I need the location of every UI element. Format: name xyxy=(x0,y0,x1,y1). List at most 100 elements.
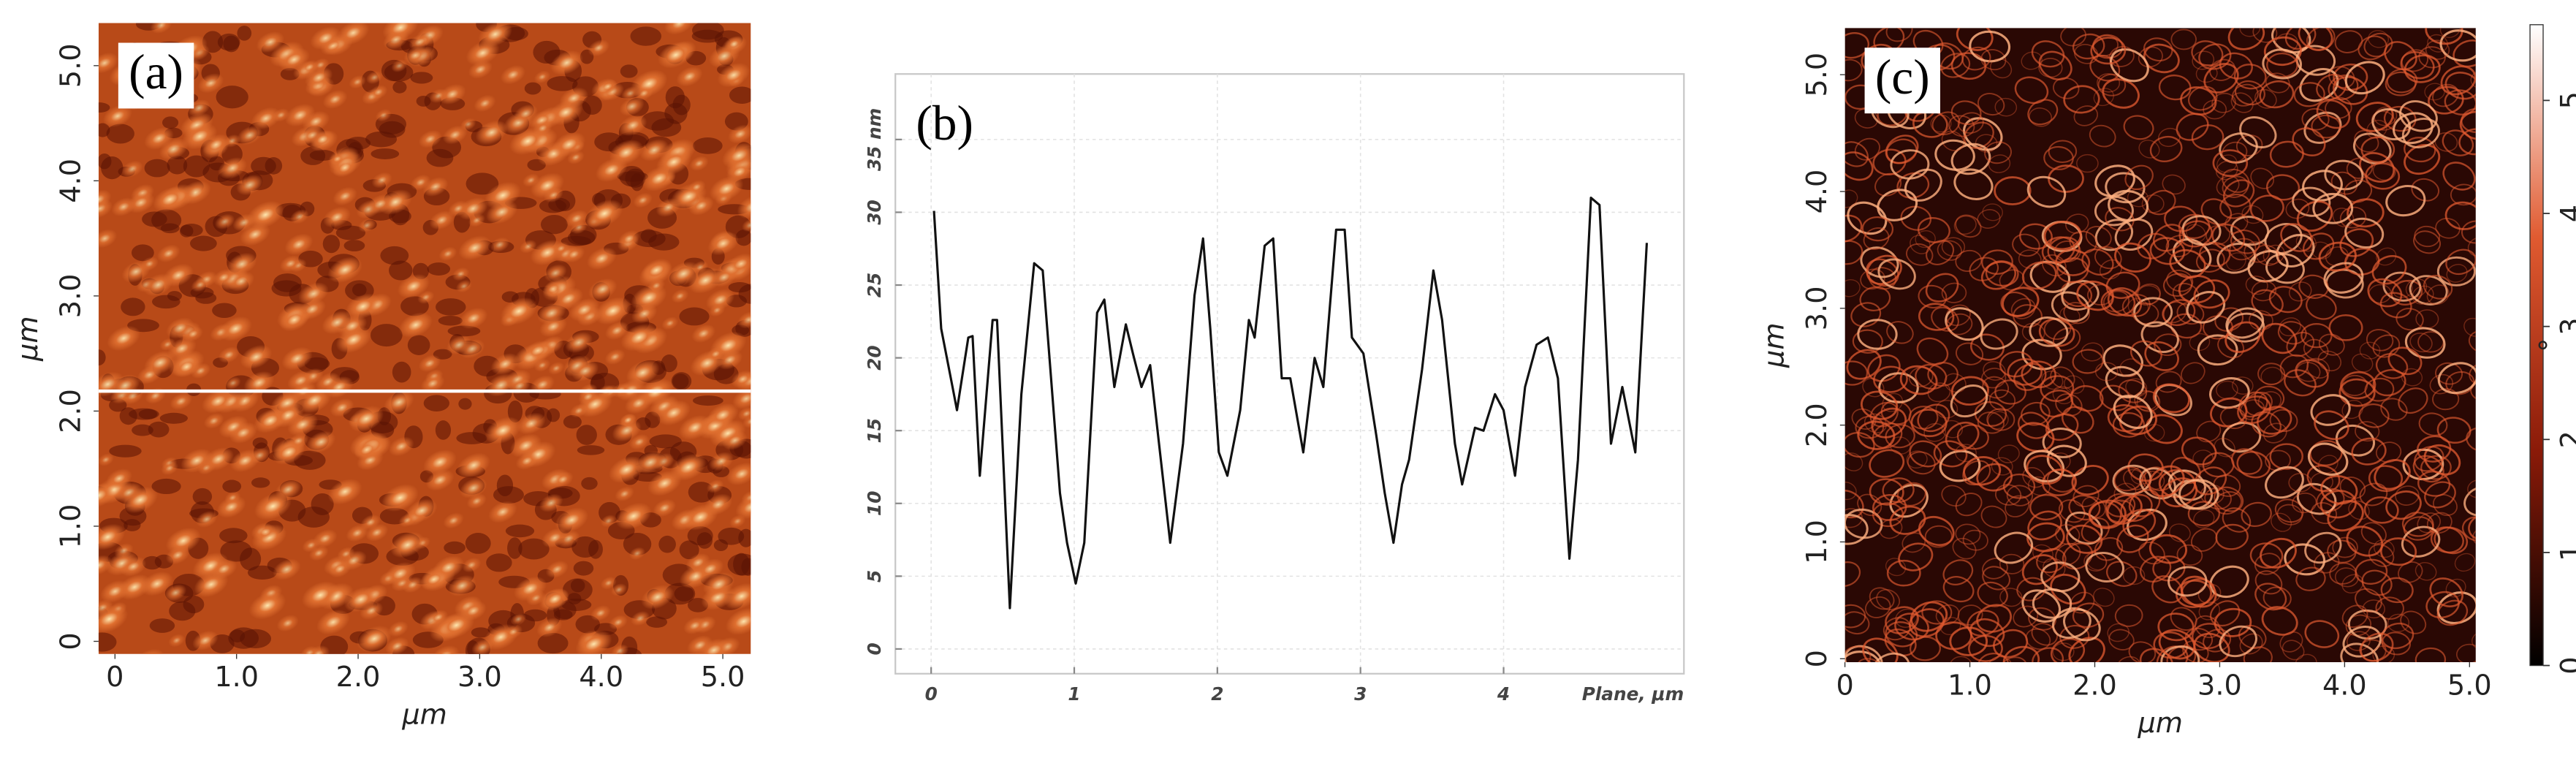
grain xyxy=(635,450,666,474)
grain xyxy=(311,130,335,148)
y-tick-label: 30 xyxy=(864,200,885,224)
grain xyxy=(410,174,431,191)
cell-wall xyxy=(2190,528,2218,552)
cell-wall xyxy=(2214,491,2242,515)
cell-wall xyxy=(2152,224,2185,252)
cell-wall xyxy=(2436,417,2471,444)
grain xyxy=(182,123,218,150)
cell-wall xyxy=(2059,306,2081,325)
grain xyxy=(536,618,563,638)
cell-wall xyxy=(2371,108,2412,140)
x-tick-label: 1.0 xyxy=(214,661,259,694)
cell-wall xyxy=(2404,327,2446,359)
grain xyxy=(466,493,487,509)
grain xyxy=(247,200,284,229)
cell-wall xyxy=(2237,395,2271,425)
cell-wall xyxy=(2437,362,2476,395)
dark-pit xyxy=(271,280,302,297)
dark-pit xyxy=(576,425,597,445)
cell-wall xyxy=(2002,645,2040,663)
grain xyxy=(552,471,574,488)
cell-wall xyxy=(1918,303,1955,331)
y-tick-label: 0 xyxy=(1801,650,1834,667)
grain xyxy=(365,523,389,542)
grain xyxy=(460,601,487,621)
cell-wall xyxy=(2312,192,2354,224)
cell-wall xyxy=(1950,52,1987,80)
cell-wall xyxy=(1957,112,1984,134)
cell-wall xyxy=(2198,601,2221,621)
cell-wall xyxy=(1970,333,2005,361)
cell-wall xyxy=(2360,136,2395,163)
cell-wall xyxy=(1982,557,2008,580)
cell-wall xyxy=(1844,508,1863,528)
cell-wall xyxy=(1977,581,2008,607)
grain xyxy=(360,602,384,620)
dark-pit xyxy=(693,137,723,154)
cell-wall xyxy=(2181,362,2205,384)
cell-wall xyxy=(1869,401,1899,428)
grain xyxy=(500,65,526,85)
cell-wall xyxy=(2076,280,2114,311)
cell-wall xyxy=(2262,48,2303,80)
cell-wall xyxy=(2231,448,2262,475)
grain xyxy=(216,496,246,518)
cell-wall xyxy=(2426,512,2452,534)
cell-wall xyxy=(2269,140,2304,168)
dark-pit xyxy=(661,354,677,373)
grain xyxy=(585,200,623,228)
cell-wall xyxy=(1917,217,1950,243)
dark-pit xyxy=(713,539,729,551)
dark-pit xyxy=(335,225,366,240)
grain xyxy=(474,94,496,113)
grain xyxy=(385,637,409,654)
cell-wall xyxy=(1879,518,1903,539)
cell-wall xyxy=(1950,100,1982,126)
colorbar-tick-label: 0 xyxy=(2556,656,2576,674)
grain xyxy=(397,273,430,299)
grain xyxy=(728,124,751,144)
dark-pit xyxy=(192,487,213,505)
dark-pit xyxy=(380,246,409,265)
cell-wall xyxy=(2021,51,2043,70)
dark-pit xyxy=(563,578,593,602)
cell-wall xyxy=(1863,227,1890,250)
cell-wall xyxy=(2211,223,2246,252)
cell-wall xyxy=(1942,576,1975,603)
cell-wall xyxy=(2405,278,2428,298)
cell-wall xyxy=(1935,400,1958,419)
cell-wall xyxy=(2330,171,2358,195)
cell-wall xyxy=(2387,346,2423,376)
cell-wall xyxy=(2107,623,2129,642)
cell-wall xyxy=(1982,566,2010,591)
cell-wall xyxy=(1934,139,1975,171)
grain xyxy=(218,156,247,180)
grain xyxy=(641,258,672,282)
x-axis-label: μm xyxy=(401,699,447,732)
cell-wall xyxy=(2204,487,2232,510)
dark-pit xyxy=(212,303,237,319)
grain xyxy=(227,252,257,276)
y-tick-label: 2.0 xyxy=(1801,403,1834,447)
cell-wall xyxy=(2454,553,2476,572)
grain xyxy=(384,561,416,585)
cell-wall xyxy=(1844,490,1864,519)
dark-pit xyxy=(98,102,110,113)
cell-wall xyxy=(1987,411,2009,430)
cell-wall xyxy=(2251,411,2281,438)
cell-wall xyxy=(2155,371,2182,393)
grain xyxy=(236,174,264,196)
cell-wall xyxy=(2276,504,2303,526)
cell-wall xyxy=(2367,278,2403,308)
grain xyxy=(692,260,709,274)
cell-wall xyxy=(2088,499,2127,529)
cell-wall xyxy=(2260,366,2283,386)
dark-pit xyxy=(132,424,153,436)
cell-wall xyxy=(2209,58,2236,81)
cell-wall xyxy=(2355,102,2394,132)
cell-wall xyxy=(2295,359,2329,388)
cell-wall xyxy=(1844,31,1870,59)
profile-line xyxy=(932,196,1649,610)
cell-wall xyxy=(2424,481,2456,509)
cell-wall xyxy=(1994,484,2022,506)
